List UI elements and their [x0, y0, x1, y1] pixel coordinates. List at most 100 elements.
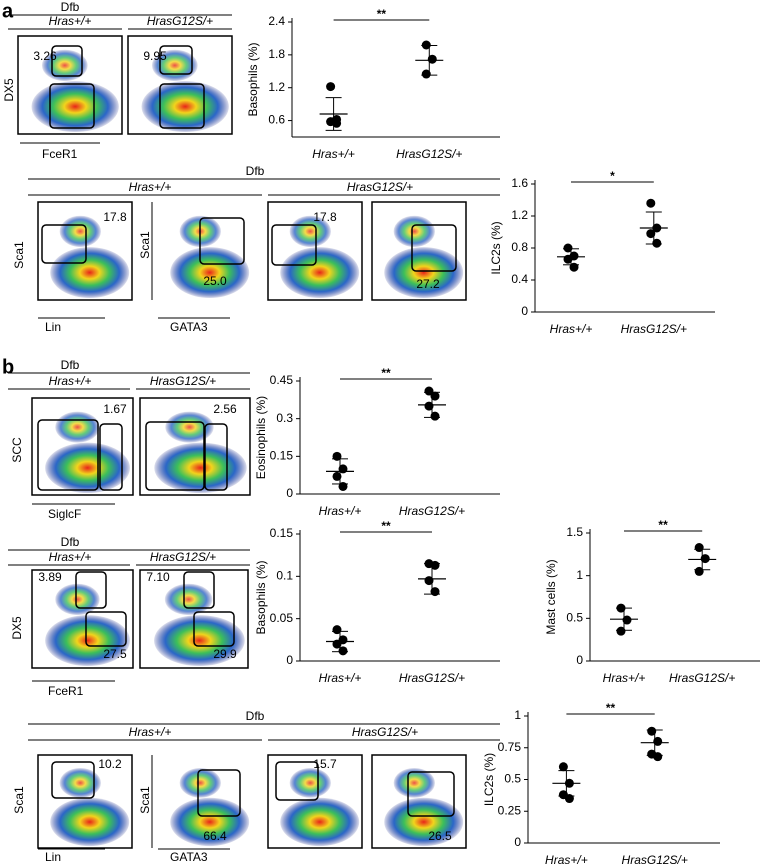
gate-value: 15.7: [313, 757, 337, 771]
density: [154, 442, 247, 494]
group-label: Hras+/+: [129, 725, 172, 739]
density: [31, 81, 119, 133]
dot: [424, 401, 434, 411]
gate: [204, 423, 228, 491]
y-tick-label: 0.5: [504, 772, 521, 786]
y-axis-label: Basophils (%): [246, 42, 260, 116]
dot: [558, 762, 568, 772]
gate: [49, 83, 95, 129]
density: [55, 583, 100, 616]
dot: [563, 243, 573, 253]
y-tick-label: 0.45: [270, 373, 294, 387]
dot: [653, 736, 663, 746]
plot-frame: [31, 569, 134, 669]
x-axis-label: GATA3: [170, 850, 208, 864]
y-tick-label: 0.15: [270, 449, 294, 463]
plot-frame: [371, 201, 467, 301]
density: [393, 768, 435, 798]
density: [50, 247, 130, 299]
dot: [616, 626, 626, 636]
dot: [694, 543, 704, 553]
group-label: Hras+/+: [49, 374, 92, 388]
y-axis-label: Sca1: [12, 786, 26, 814]
plot-frame: [267, 201, 363, 301]
y-tick-label: 0.25: [498, 803, 522, 817]
dot: [430, 411, 440, 421]
panel-label: a: [2, 0, 14, 22]
plot-frame: [127, 35, 233, 135]
x-axis-label: Lin: [45, 320, 61, 334]
plot-frame: [371, 754, 467, 849]
dot: [326, 82, 336, 92]
density: [170, 247, 250, 299]
y-tick-label: 1.8: [268, 47, 285, 61]
y-axis-label: ILC2s (%): [482, 753, 496, 806]
x-axis-label: FceR1: [42, 147, 78, 161]
y-tick-label: 0.75: [498, 740, 522, 754]
gate: [271, 224, 317, 266]
density: [393, 215, 435, 248]
plot-frame: [37, 201, 133, 301]
gate: [159, 83, 205, 129]
dot: [622, 615, 632, 625]
x-tick-label: Hras+/+: [319, 504, 362, 518]
gate-value: 27.5: [103, 647, 127, 661]
density: [289, 768, 331, 798]
density: [165, 411, 214, 443]
density: [45, 442, 130, 494]
gate-value: 1.67: [103, 402, 127, 416]
block-title: Dfb: [246, 164, 265, 178]
dot: [424, 386, 434, 396]
gate: [193, 611, 235, 647]
y-tick-label: 0.1: [276, 569, 293, 583]
plot-frame: [31, 397, 134, 496]
dot: [430, 560, 440, 570]
y-tick-label: 0.15: [270, 526, 294, 540]
plot-frame: [139, 569, 249, 669]
dot: [653, 752, 663, 762]
plot-frame: [37, 754, 133, 849]
x-tick-label: HrasG12S/+: [399, 671, 465, 685]
gate-value: 3.89: [38, 570, 62, 584]
gate: [407, 771, 455, 817]
x-tick-label: Hras+/+: [603, 671, 646, 685]
density: [280, 247, 360, 299]
density: [384, 797, 464, 847]
density: [170, 797, 250, 847]
y-tick-label: 0: [286, 486, 293, 500]
y-tick-label: 2.4: [268, 14, 285, 28]
x-tick-label: Hras+/+: [545, 853, 588, 867]
x-tick-label: HrasG12S/+: [621, 322, 687, 336]
density: [45, 615, 130, 667]
dot: [430, 391, 440, 401]
gate-value: 2.56: [213, 402, 237, 416]
density: [141, 81, 229, 133]
y-axis-label: Eosinophils (%): [254, 396, 268, 479]
y-tick-label: 1: [514, 708, 521, 722]
y-tick-label: 0: [286, 653, 293, 667]
x-axis-label: GATA3: [170, 320, 208, 334]
y-axis-label: Sca1: [138, 786, 152, 814]
dot: [427, 54, 437, 64]
dot: [646, 198, 656, 208]
y-tick-label: 0.6: [268, 113, 285, 127]
y-tick-label: 1.2: [268, 80, 285, 94]
dot: [652, 238, 662, 248]
y-axis-label: Basophils (%): [254, 560, 268, 634]
gate: [275, 761, 319, 801]
x-tick-label: HrasG12S/+: [622, 853, 688, 867]
block-title: Dfb: [61, 0, 80, 14]
y-tick-label: 0.8: [511, 240, 528, 254]
density: [280, 797, 360, 847]
gate: [199, 217, 245, 265]
x-tick-label: HrasG12S/+: [669, 671, 735, 685]
y-axis-label: Mast cells (%): [544, 559, 558, 634]
dot: [647, 726, 657, 736]
y-axis-label: DX5: [2, 78, 16, 102]
y-axis-label: ILC2s (%): [489, 221, 503, 274]
block-title: Dfb: [246, 709, 265, 723]
gate-value: 17.8: [103, 210, 127, 224]
significance: **: [606, 701, 616, 715]
density: [179, 768, 221, 798]
